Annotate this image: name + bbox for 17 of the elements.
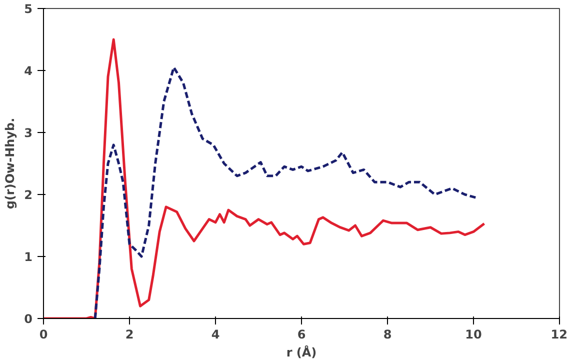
line-series <box>44 38 486 318</box>
y-tick-label: 5 <box>24 2 33 16</box>
x-tick-label: 6 <box>297 328 306 342</box>
y-tick-label: 2 <box>24 188 33 202</box>
x-tick-label: 8 <box>383 328 392 342</box>
x-tick-label: 10 <box>465 328 482 342</box>
y-tick-label: 3 <box>24 126 33 140</box>
x-tick-label: 0 <box>39 328 48 342</box>
x-tick-label: 4 <box>211 328 220 342</box>
x-tick-label: 2 <box>125 328 134 342</box>
y-tick-label: 1 <box>24 250 33 264</box>
x-axis-title: r (Å) <box>286 344 317 360</box>
y-tick-label: 0 <box>24 312 33 326</box>
y-tick-label: 4 <box>24 64 33 78</box>
line-series <box>94 66 477 318</box>
y-axis-title: g(r)Ow-Hhyb. <box>3 118 18 210</box>
x-tick-label: 12 <box>550 328 567 342</box>
